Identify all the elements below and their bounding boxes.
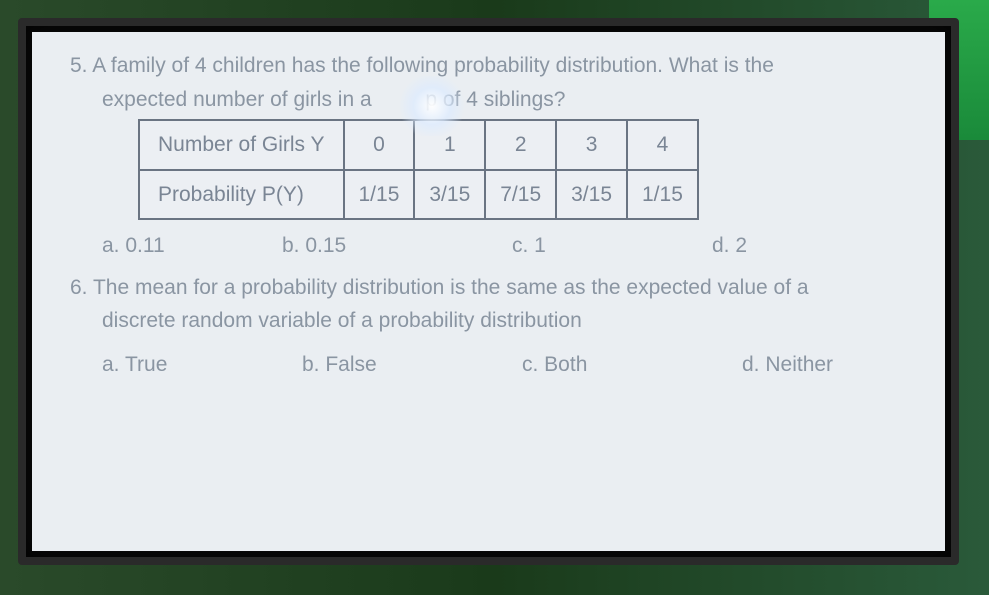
q5-line2: expected number of girls in a p of 4 sib…: [70, 84, 917, 116]
q5-choice-d: d. 2: [712, 230, 832, 262]
q5-choice-b: b. 0.15: [282, 230, 512, 262]
q6-choice-c: c. Both: [522, 349, 742, 381]
cell: 3/15: [414, 170, 485, 220]
q5-number: 5.: [70, 54, 88, 77]
outer-background: 5. A family of 4 children has the follow…: [0, 0, 989, 595]
q6-choices: a. True b. False c. Both d. Neither: [70, 349, 917, 381]
monitor-frame: 5. A family of 4 children has the follow…: [18, 18, 959, 565]
q6-line2: discrete random variable of a probabilit…: [70, 305, 917, 337]
cell: 2: [485, 120, 556, 170]
q5-line1: 5. A family of 4 children has the follow…: [70, 50, 917, 82]
q6-choice-d: d. Neither: [742, 349, 882, 381]
q6-choice-b: b. False: [302, 349, 522, 381]
cell: 1/15: [627, 170, 698, 220]
screen-content: 5. A family of 4 children has the follow…: [32, 32, 945, 551]
table-row: Number of Girls Y 0 1 2 3 4: [139, 120, 698, 170]
q5-choice-c: c. 1: [512, 230, 712, 262]
cell: 1/15: [344, 170, 415, 220]
q6-choice-a: a. True: [102, 349, 302, 381]
q6-line1: 6. The mean for a probability distributi…: [70, 272, 917, 304]
q5-text2a: expected number of girls in a: [102, 88, 372, 111]
cell: 7/15: [485, 170, 556, 220]
cell: 3/15: [556, 170, 627, 220]
table-row: Probability P(Y) 1/15 3/15 7/15 3/15 1/1…: [139, 170, 698, 220]
cell: 3: [556, 120, 627, 170]
q5-probability-table: Number of Girls Y 0 1 2 3 4 Probability …: [138, 119, 699, 220]
q5-text2b: p of 4 siblings?: [425, 88, 565, 111]
row2-label: Probability P(Y): [139, 170, 344, 220]
cell: 4: [627, 120, 698, 170]
cell: 0: [344, 120, 415, 170]
cell: 1: [414, 120, 485, 170]
q5-choices: a. 0.11 b. 0.15 c. 1 d. 2: [70, 230, 917, 262]
q6-number: 6.: [70, 276, 88, 299]
q5-text1: A family of 4 children has the following…: [92, 54, 774, 77]
row1-label: Number of Girls Y: [139, 120, 344, 170]
q6-text1: The mean for a probability distribution …: [93, 276, 809, 299]
q5-choice-a: a. 0.11: [102, 230, 282, 262]
